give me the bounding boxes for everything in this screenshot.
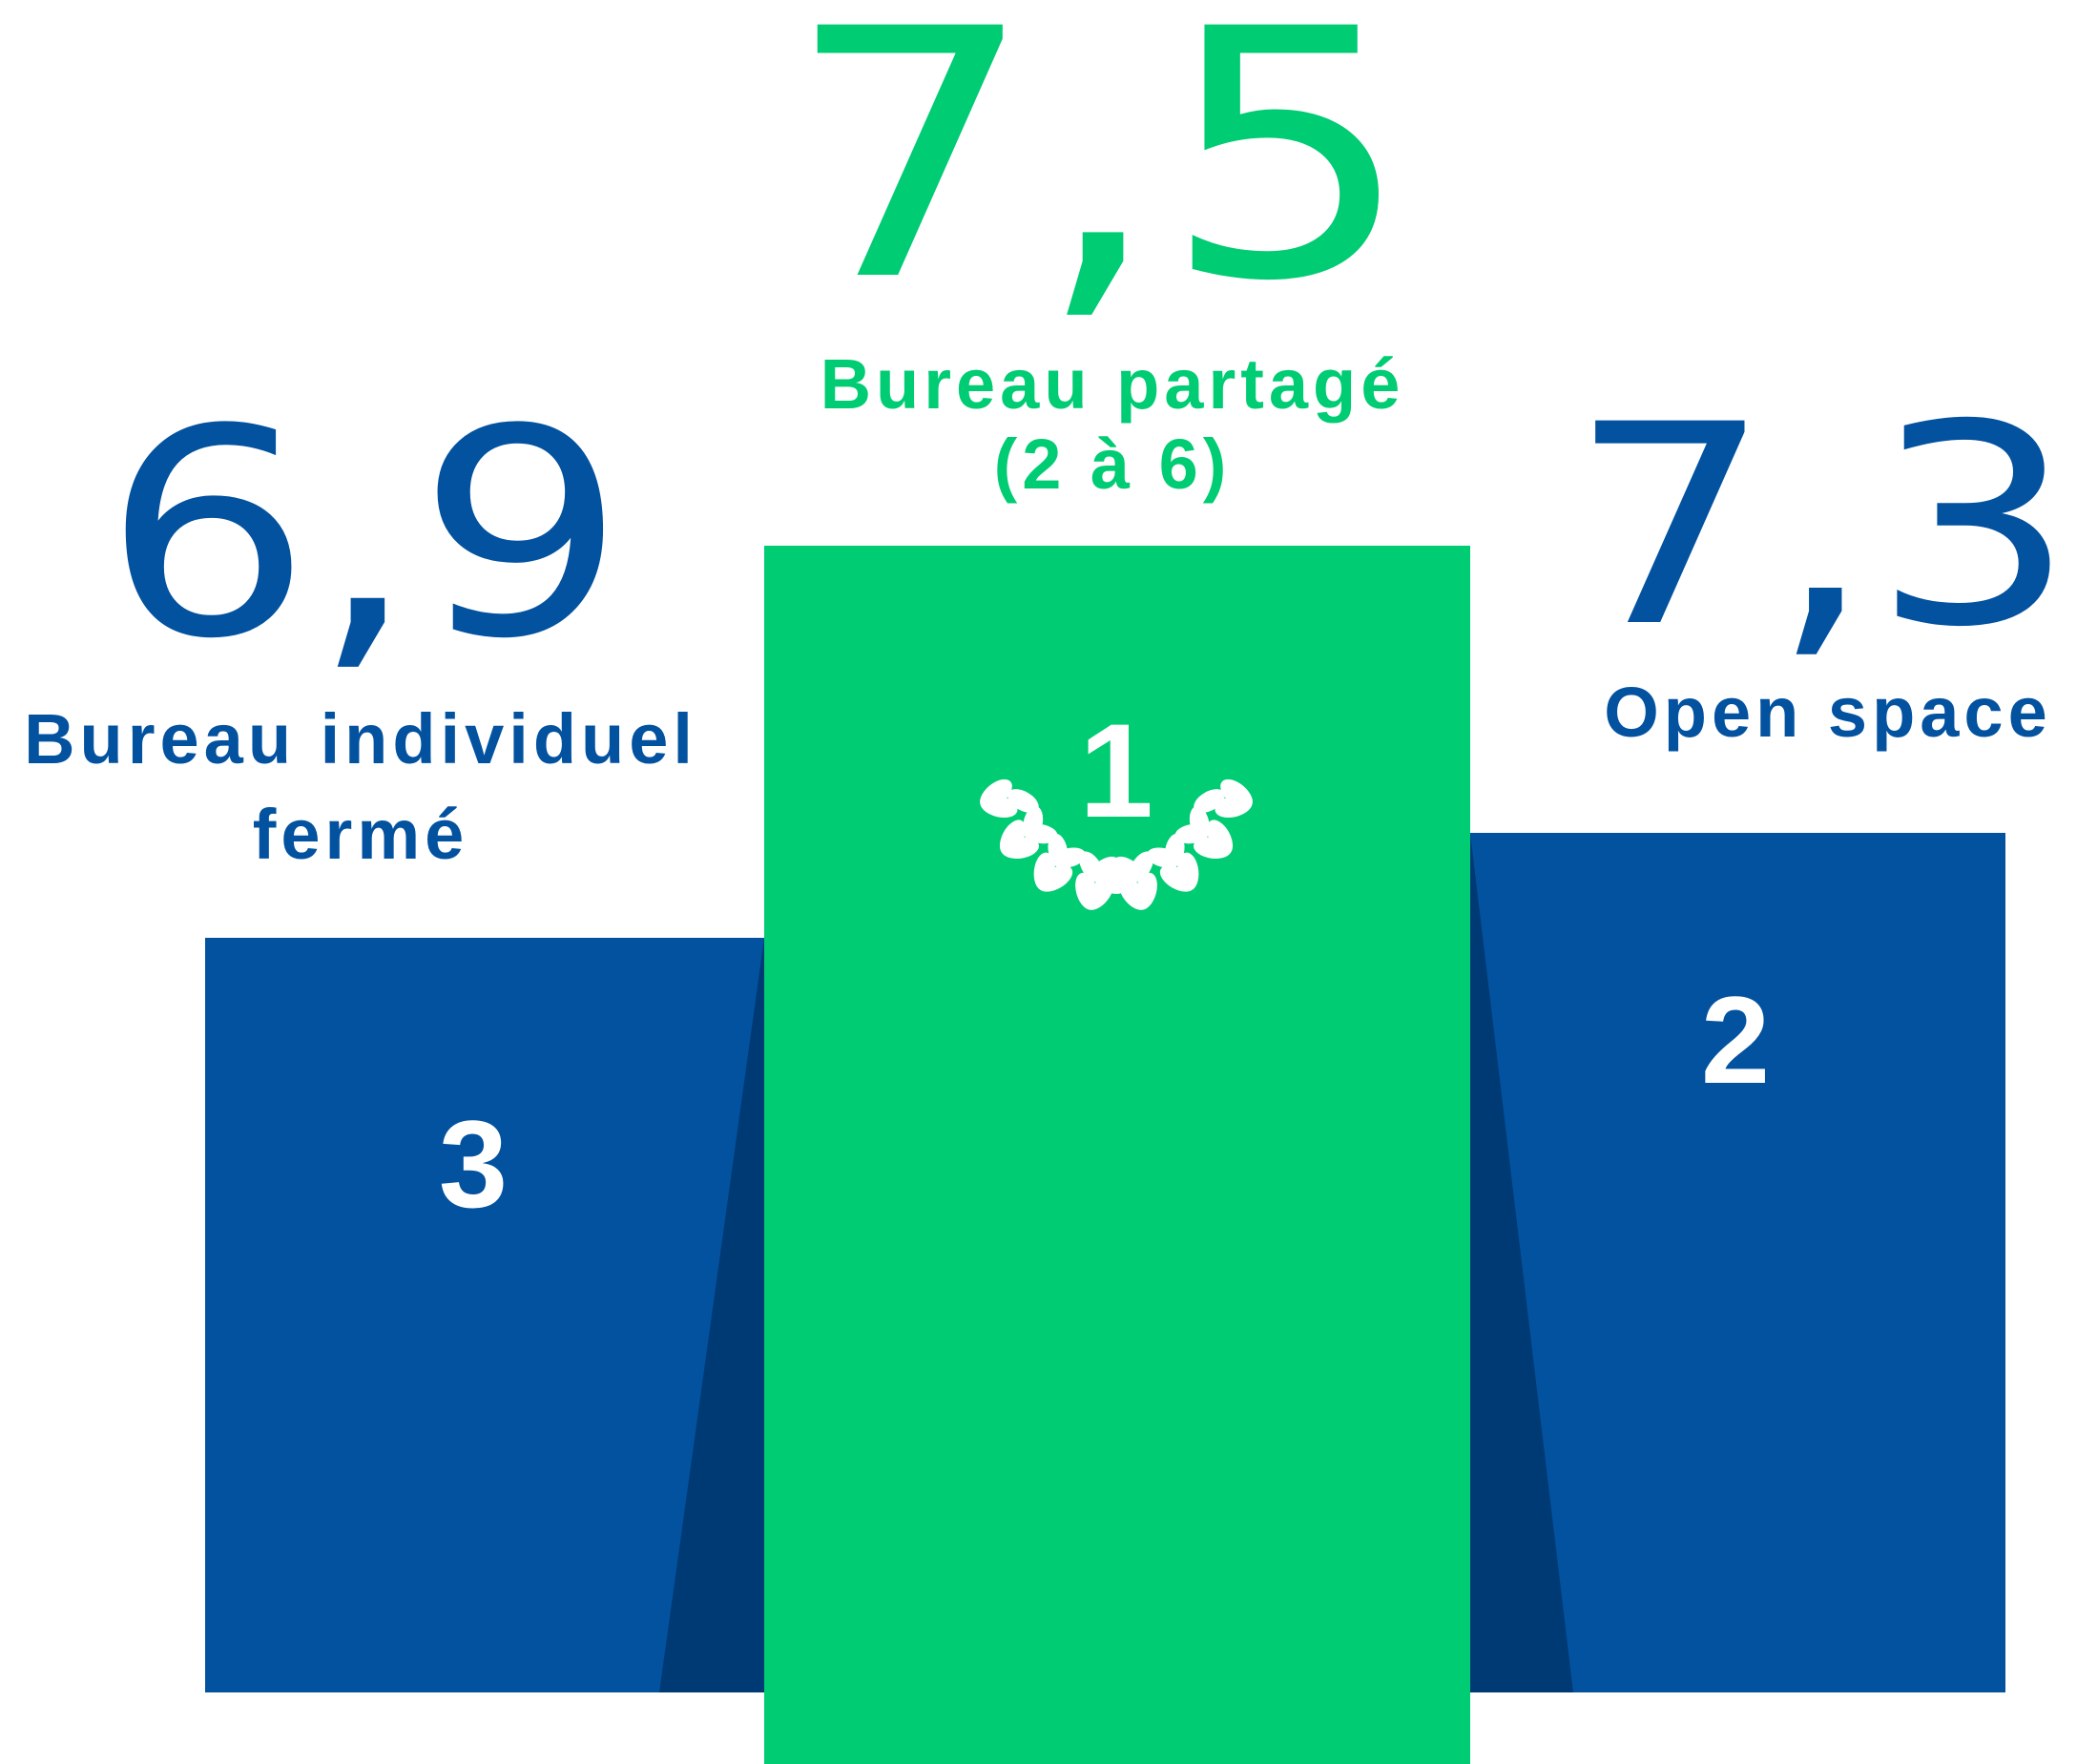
laurel-leaf (1037, 865, 1073, 892)
podium-block-third (205, 938, 764, 1692)
laurel-leaf (1147, 847, 1181, 868)
podium-block-second (1470, 833, 2005, 1692)
score: 7,3 (1569, 365, 2075, 688)
score: 6,9 (103, 369, 627, 702)
laurel-leaf (1220, 778, 1253, 809)
laurel-leaf (1194, 789, 1225, 814)
rank: 1 (1079, 695, 1153, 845)
laurel-leaf (1207, 820, 1234, 856)
laurel-leaf (1023, 805, 1044, 840)
laurel-leaf (1134, 872, 1157, 910)
laurel-leaf (1174, 823, 1210, 844)
podium-shadow (1470, 833, 1573, 1692)
laurel-leaf (1048, 833, 1069, 868)
label: fermé (253, 795, 469, 874)
rank: 2 (1701, 970, 1770, 1110)
podium-shadow (659, 938, 764, 1692)
label: Open space (1604, 673, 2052, 752)
laurel-leaf (980, 795, 1018, 819)
label: (2 à 6) (994, 425, 1232, 504)
laurel-leaf (1001, 837, 1039, 860)
laurel-leaf (1177, 852, 1199, 891)
wreath-dot (1100, 861, 1132, 894)
score: 7,5 (785, 0, 1413, 356)
laurel-wreath (980, 778, 1253, 910)
laurel-leaf (1079, 851, 1104, 882)
label: Bureau individuel (24, 699, 697, 778)
rank: 3 (439, 1094, 508, 1234)
podium-block-first (764, 546, 1470, 1764)
label: Bureau partagé (820, 344, 1405, 424)
